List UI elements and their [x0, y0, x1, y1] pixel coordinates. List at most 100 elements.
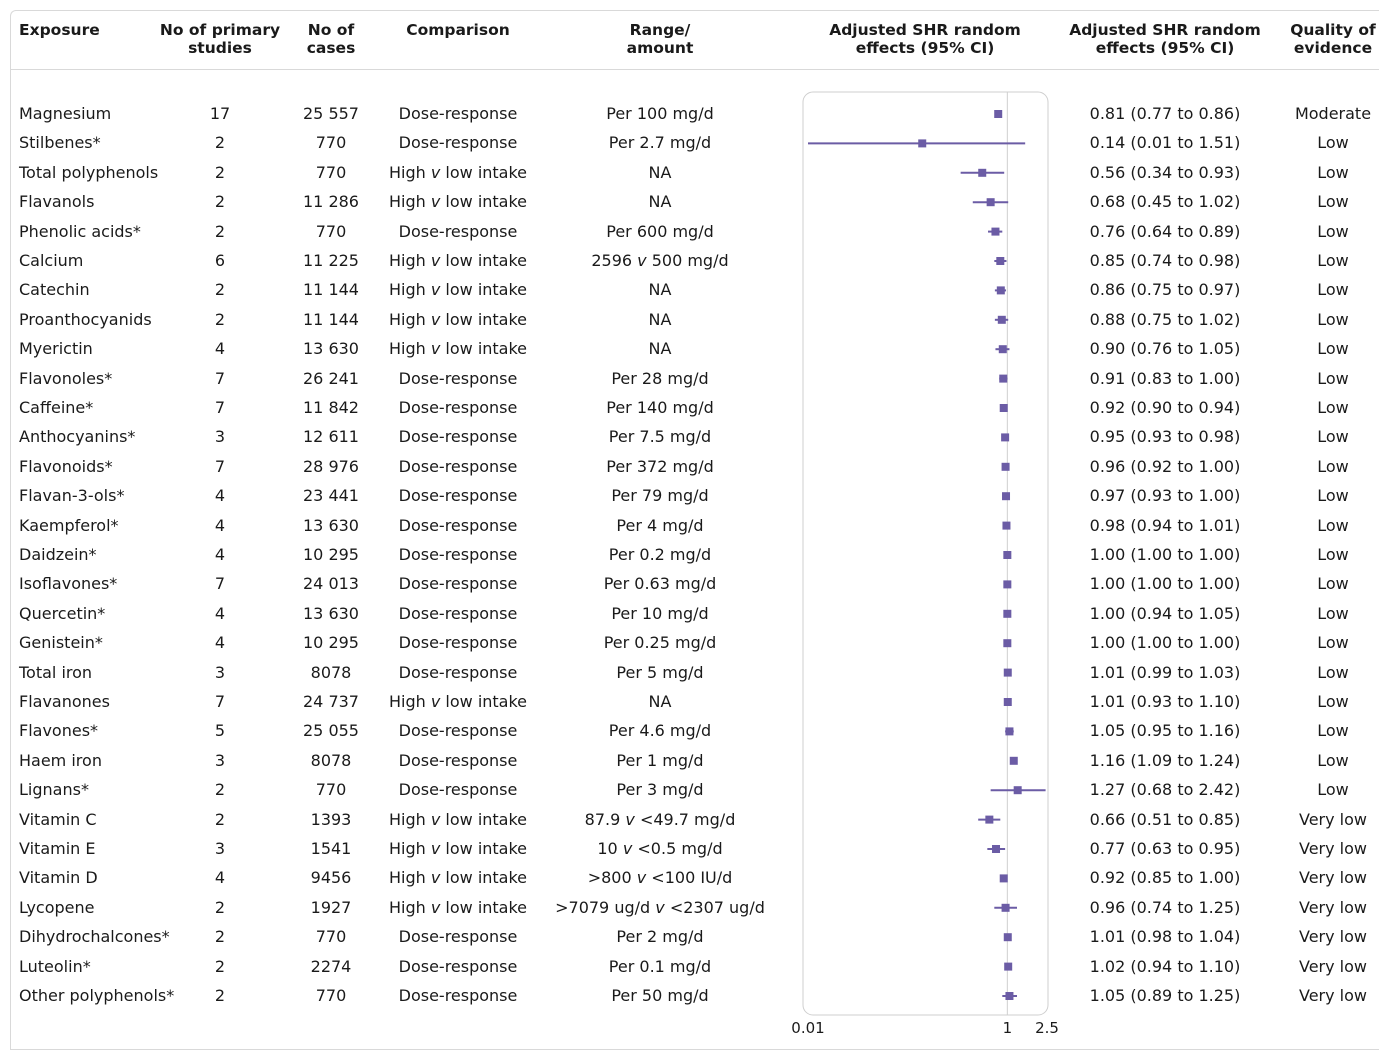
range-cell: Per 5 mg/d — [616, 662, 704, 682]
quality-cell: Very low — [1299, 809, 1367, 829]
comparison-cell: Dose-response — [398, 956, 518, 976]
studies-cell: 4 — [214, 603, 226, 623]
range-cell: Per 10 mg/d — [611, 603, 709, 623]
exposure-cell: Luteolin* — [19, 956, 91, 976]
point-estimate — [1013, 786, 1022, 795]
comparison-cell: Dose-response — [398, 721, 518, 741]
exposure-cell: Stilbenes* — [19, 133, 101, 153]
quality-cell: Very low — [1299, 956, 1367, 976]
header-divider — [10, 69, 1379, 70]
comparison-cell: High v low intake — [388, 339, 528, 359]
quality-cell: Low — [1317, 280, 1349, 300]
cases-cell: 2274 — [310, 956, 352, 976]
exposure-cell: Phenolic acids* — [19, 221, 141, 241]
cases-cell: 24 737 — [303, 692, 359, 711]
point-estimate — [918, 139, 927, 148]
point-estimate — [999, 374, 1008, 383]
point-estimate — [1002, 521, 1011, 530]
range-cell: NA — [648, 192, 672, 212]
comparison-cell: High v low intake — [388, 897, 528, 917]
quality-cell: Very low — [1299, 868, 1367, 888]
studies-cell: 7 — [214, 368, 226, 388]
comparison-cell: Dose-response — [398, 398, 518, 417]
quality-cell: Low — [1317, 398, 1349, 417]
studies-cell: 7 — [214, 574, 226, 594]
exposure-cell: Calcium — [19, 251, 84, 270]
cases-cell: 1541 — [310, 839, 352, 858]
range-cell: NA — [648, 162, 672, 182]
studies-cell: 2 — [214, 221, 226, 241]
studies-cell: 2 — [214, 133, 226, 153]
point-estimate — [999, 874, 1008, 883]
point-estimate — [1004, 962, 1013, 971]
studies-cell: 2 — [214, 162, 226, 182]
comparison-cell: Dose-response — [398, 104, 518, 123]
studies-cell: 4 — [214, 515, 226, 535]
header-range: Range/ amount — [626, 21, 694, 57]
estimate-cell: 1.01 (0.93 to 1.10) — [1089, 692, 1241, 711]
range-cell: Per 1 mg/d — [616, 750, 704, 770]
comparison-cell: Dose-response — [398, 633, 518, 653]
comparison-cell: High v low intake — [388, 309, 528, 329]
exposure-cell: Flavonoids* — [19, 456, 113, 476]
estimate-cell: 0.92 (0.85 to 1.00) — [1089, 868, 1241, 888]
point-estimate — [1003, 668, 1012, 677]
quality-cell: Low — [1317, 309, 1349, 329]
exposure-cell: Vitamin E — [19, 839, 96, 858]
exposure-cell: Flavan-3-ols* — [19, 486, 125, 506]
point-estimate — [985, 815, 994, 824]
exposure-cell: Vitamin C — [19, 809, 97, 829]
cases-cell: 770 — [315, 221, 347, 241]
range-cell: Per 600 mg/d — [606, 221, 714, 241]
estimate-cell: 1.01 (0.98 to 1.04) — [1089, 927, 1241, 947]
cases-cell: 1927 — [310, 897, 352, 917]
range-cell: Per 3 mg/d — [616, 780, 704, 800]
range-cell: >7079 ug/d v <2307 ug/d — [555, 897, 765, 917]
studies-cell: 2 — [214, 309, 226, 329]
cases-cell: 28 976 — [303, 456, 359, 476]
range-cell: Per 100 mg/d — [606, 104, 714, 123]
cases-cell: 25 055 — [303, 721, 359, 741]
studies-cell: 2 — [214, 192, 226, 212]
estimate-cell: 1.01 (0.99 to 1.03) — [1089, 662, 1241, 682]
range-cell: Per 0.2 mg/d — [608, 545, 712, 564]
estimate-cell: 0.97 (0.93 to 1.00) — [1089, 486, 1241, 506]
quality-cell: Low — [1317, 662, 1349, 682]
studies-cell: 4 — [214, 339, 226, 359]
studies-cell: 2 — [214, 956, 226, 976]
exposure-cell: Total iron — [19, 662, 93, 682]
range-cell: Per 50 mg/d — [611, 986, 709, 1005]
comparison-cell: Dose-response — [398, 427, 518, 447]
comparison-cell: Dose-response — [398, 574, 518, 594]
range-cell: Per 2.7 mg/d — [608, 133, 712, 153]
range-cell: NA — [648, 280, 672, 300]
comparison-cell: Dose-response — [398, 927, 518, 947]
cases-cell: 11 144 — [303, 280, 359, 300]
point-estimate — [1003, 639, 1012, 648]
estimate-cell: 1.00 (0.94 to 1.05) — [1089, 603, 1241, 623]
quality-cell: Low — [1317, 162, 1349, 182]
range-cell: Per 4 mg/d — [616, 515, 704, 535]
studies-cell: 2 — [214, 809, 226, 829]
estimate-cell: 1.05 (0.89 to 1.25) — [1089, 986, 1241, 1005]
estimate-cell: 1.00 (1.00 to 1.00) — [1089, 633, 1241, 653]
range-cell: 2596 v 500 mg/d — [591, 251, 729, 270]
exposure-cell: Lycopene — [19, 897, 95, 917]
range-cell: Per 0.1 mg/d — [608, 956, 712, 976]
exposure-cell: Anthocyanins* — [19, 427, 136, 447]
point-estimate — [998, 345, 1007, 354]
range-cell: Per 28 mg/d — [611, 368, 709, 388]
point-estimate — [1002, 492, 1011, 501]
comparison-cell: Dose-response — [398, 662, 518, 682]
header-plot: Adjusted SHR random effects (95% CI) — [829, 21, 1021, 57]
estimate-cell: 0.90 (0.76 to 1.05) — [1089, 339, 1241, 359]
point-estimate — [1003, 609, 1012, 618]
cases-cell: 8078 — [310, 750, 352, 770]
estimate-cell: 1.27 (0.68 to 2.42) — [1089, 780, 1241, 800]
studies-cell: 4 — [214, 486, 226, 506]
cases-cell: 770 — [315, 162, 347, 182]
exposure-cell: Total polyphenols — [19, 162, 159, 182]
quality-cell: Low — [1317, 750, 1349, 770]
point-estimate — [986, 198, 995, 207]
header-estimate: Adjusted SHR random effects (95% CI) — [1069, 21, 1261, 57]
